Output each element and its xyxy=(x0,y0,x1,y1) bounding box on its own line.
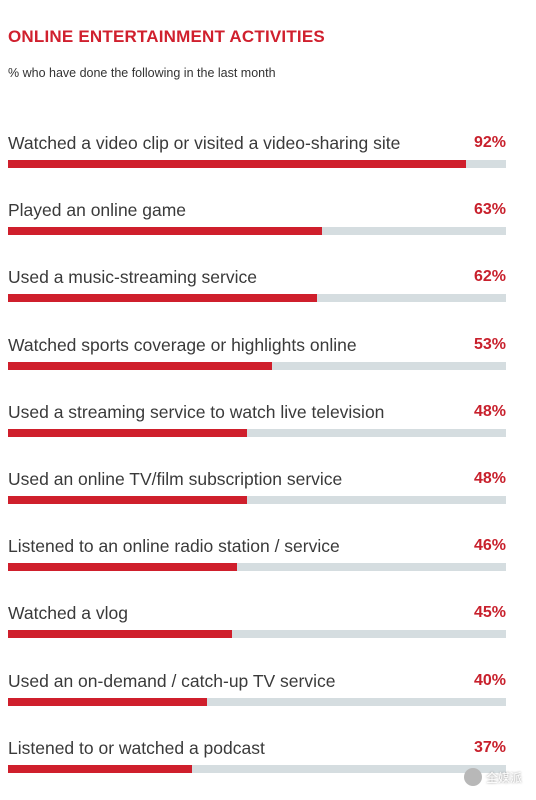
bar-track xyxy=(8,496,506,504)
bar-label: Watched a vlog xyxy=(8,603,128,624)
bar-value-label: 45% xyxy=(473,604,506,622)
bar-track xyxy=(8,294,506,303)
bar-value-label: 40% xyxy=(473,671,506,689)
bar xyxy=(8,764,193,773)
chart-subtitle: % who have done the following in the las… xyxy=(8,66,276,80)
bar-label: Used a music-streaming service xyxy=(8,267,257,288)
bar-label: Used a streaming service to watch live t… xyxy=(8,401,385,422)
bar xyxy=(8,496,248,504)
bar-label: Listened to or watched a podcast xyxy=(8,737,265,758)
bar-value-label: 48% xyxy=(473,402,506,420)
bar-track xyxy=(8,428,506,437)
bar-value-label: 53% xyxy=(473,335,506,353)
bar-track xyxy=(8,630,506,639)
bar-track xyxy=(8,227,506,236)
bar xyxy=(8,630,233,639)
bar xyxy=(8,563,238,572)
bar-track xyxy=(8,160,506,168)
bar-track xyxy=(8,697,506,706)
bar-label: Listened to an online radio station / se… xyxy=(8,536,340,557)
bar xyxy=(8,428,248,437)
bar-label: Used an online TV/film subscription serv… xyxy=(8,469,343,489)
bar-value-label: 46% xyxy=(473,537,506,555)
wechat-logo-icon xyxy=(463,768,482,786)
chart-title: ONLINE ENTERTAINMENT ACTIVITIES xyxy=(8,27,325,46)
bar-track xyxy=(8,361,506,370)
bar-value-label: 63% xyxy=(473,201,506,219)
bar-label: Used an on-demand / catch-up TV service xyxy=(8,670,336,691)
bar-label: Watched sports coverage or highlights on… xyxy=(8,334,357,355)
bar-label: Watched a video clip or visited a video-… xyxy=(8,133,401,153)
bar-value-label: 92% xyxy=(473,134,506,151)
watermark-text: 全媒派 xyxy=(485,770,522,785)
bar-label: Played an online game xyxy=(8,200,187,221)
bar xyxy=(8,361,272,370)
watermark: 全媒派 xyxy=(463,768,522,786)
bar xyxy=(8,697,208,706)
bar-track xyxy=(8,764,506,773)
bar-value-label: 62% xyxy=(473,268,506,286)
bar xyxy=(8,160,467,168)
bar-value-label: 37% xyxy=(473,738,506,756)
bar-track xyxy=(8,563,506,572)
bar xyxy=(8,294,317,303)
bar-value-label: 48% xyxy=(473,470,506,487)
bar xyxy=(8,227,322,236)
